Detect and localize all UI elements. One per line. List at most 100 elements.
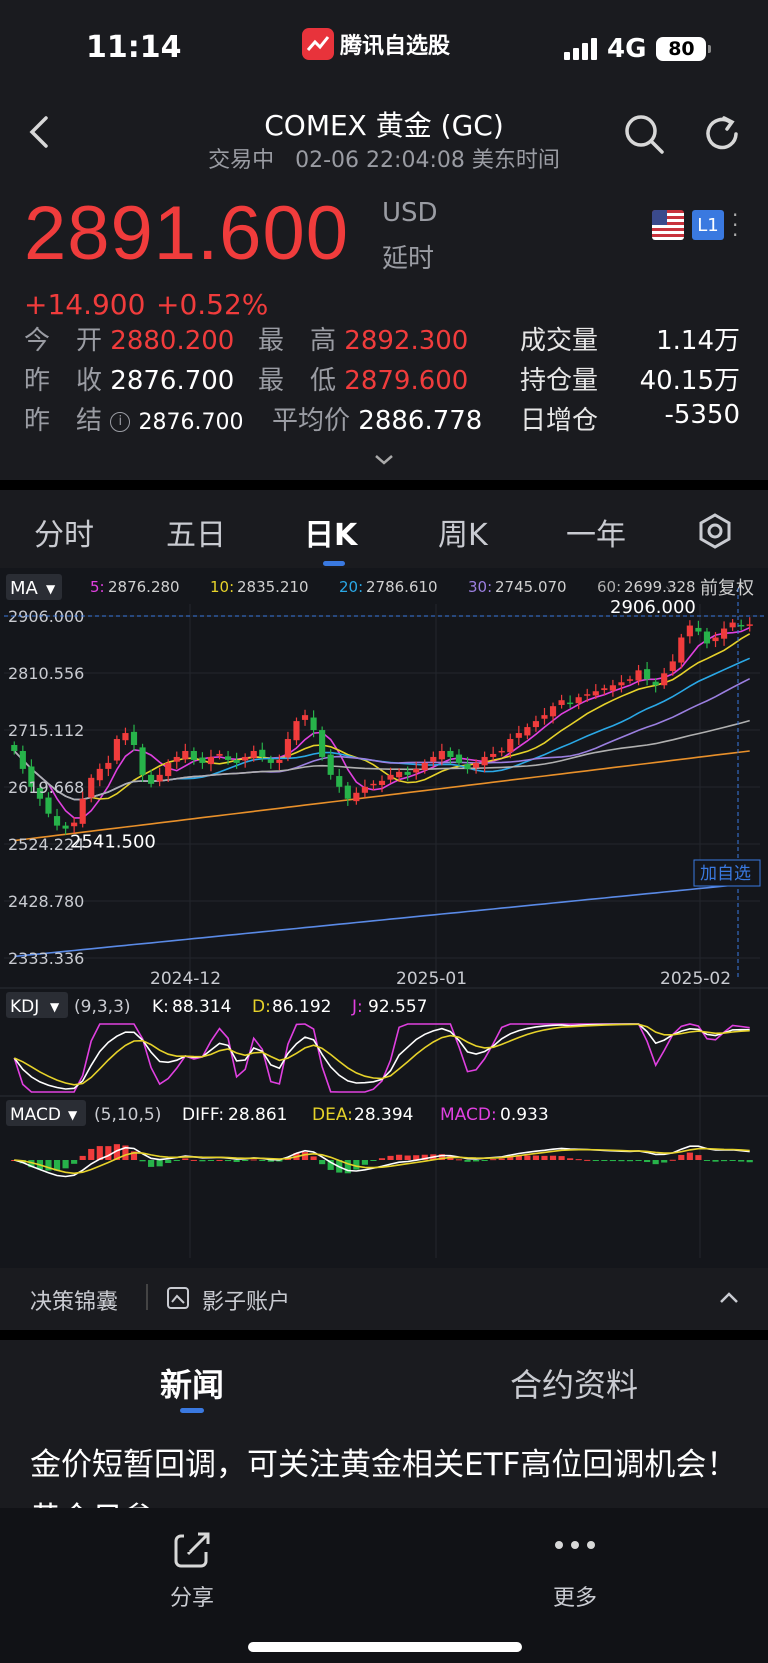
news-headline[interactable]: 金价短暂回调，可关注黄金相关ETF高位回调机会！黄金日参 [30, 1447, 738, 1508]
macd-bar [455, 1159, 463, 1161]
macd-bar [182, 1158, 189, 1160]
tab-minute[interactable]: 分时 [34, 518, 94, 553]
open-interest-value: 40.15万 [639, 366, 740, 396]
candle-body [250, 750, 257, 759]
y-tick-label: 2619.668 [8, 778, 84, 797]
us-flag-icon[interactable] [652, 210, 684, 240]
macd-selector-bg[interactable] [6, 1100, 86, 1126]
more-label[interactable]: 更多 [553, 1586, 598, 1611]
refresh-icon[interactable] [700, 112, 744, 156]
macd-bar [618, 1160, 625, 1162]
candle-body [746, 624, 753, 626]
macd-bar [259, 1160, 266, 1161]
ma250-line [14, 882, 750, 958]
bottom-toolbar: 分享 更多 [0, 1508, 768, 1663]
add-watch-button[interactable]: 加自选 [700, 864, 751, 884]
macd-dea-line [14, 1147, 750, 1175]
macd-bar [609, 1160, 616, 1162]
macd-bar [413, 1155, 420, 1160]
macd-selector[interactable]: MACD [10, 1105, 61, 1125]
tab-news[interactable]: 新闻 [160, 1366, 225, 1404]
ma-value-4: 2699.328 [624, 578, 696, 596]
add-watch-button-bg[interactable] [693, 859, 761, 887]
high-stat: 最 高 2892.300 [258, 320, 468, 357]
macd-bar [421, 1154, 428, 1160]
macd-dea: 28.394 [354, 1105, 413, 1125]
candle-body [45, 797, 52, 814]
candles [11, 617, 753, 835]
candle-body [336, 776, 343, 787]
avg-value: 2886.778 [358, 406, 483, 436]
status-bar: 11:14 腾讯自选股 4G 80 [0, 0, 768, 90]
candle-body [532, 721, 540, 728]
macd-bar [19, 1160, 26, 1164]
tab-one-year[interactable]: 一年 [566, 518, 626, 553]
candle-body [207, 756, 215, 765]
tab-daily-k[interactable]: 日K [304, 518, 358, 553]
decision-tool[interactable]: 决策锦囊 [30, 1290, 119, 1315]
settings-icon[interactable] [696, 512, 734, 550]
candle-body [481, 756, 488, 766]
macd-bar [729, 1160, 736, 1161]
chart-box-icon [167, 1287, 189, 1309]
shadow-account[interactable]: 影子账户 [202, 1290, 291, 1315]
share-icon[interactable] [172, 1530, 212, 1570]
candle-body [644, 669, 651, 680]
candle-body [413, 768, 420, 773]
candle-body [165, 762, 172, 777]
share-label[interactable]: 分享 [170, 1586, 215, 1611]
macd-bar [130, 1151, 138, 1160]
oi-change-label: 日增仓 [520, 406, 599, 436]
candle-body [515, 733, 522, 738]
caret-down-icon[interactable]: ▼ [50, 1000, 60, 1014]
ma-value-2: 2786.610 [366, 578, 438, 596]
chevron-down-icon[interactable]: ⌵ [666, 580, 677, 596]
level-badge[interactable]: L1 [692, 210, 724, 240]
ma-selector[interactable]: MA [10, 578, 39, 599]
ma120-line [14, 750, 750, 842]
info-icon[interactable]: i [110, 411, 131, 432]
macd-histogram [11, 1144, 753, 1178]
macd-bar [703, 1160, 711, 1161]
x-tick-label: 2024-12 [150, 969, 221, 989]
adjust-mode[interactable]: 前复权 [700, 578, 754, 599]
caret-down-icon[interactable]: ▼ [46, 582, 56, 596]
candle-body [199, 757, 206, 763]
low-stat: 最 低 2879.600 [258, 360, 468, 397]
chevron-down-icon[interactable] [372, 452, 396, 468]
tab-contract-info[interactable]: 合约资料 [510, 1366, 639, 1404]
kdj-selector-bg[interactable] [6, 992, 68, 1018]
more-options-icon[interactable]: · · · [732, 203, 739, 247]
candle-body [190, 750, 197, 760]
search-icon[interactable] [622, 112, 666, 156]
currency: USD [382, 198, 438, 228]
macd-bar [481, 1160, 488, 1161]
kline-chart[interactable]: MA ▼ 5: 2876.280 10: 2835.210 20: 2786.610 30:… [0, 568, 768, 1268]
candle-body [635, 670, 642, 681]
macd-bar [515, 1155, 522, 1160]
ma-selector-bg[interactable] [6, 574, 62, 600]
candle-body [712, 637, 719, 642]
page-title: COMEX 黄金 (GC) [264, 109, 504, 142]
tab-weekly-k[interactable]: 周K [438, 518, 488, 553]
ma10-line [13, 633, 751, 801]
chevron-up-icon[interactable] [718, 1290, 740, 1306]
candle-body [301, 715, 309, 720]
candle-body [498, 750, 505, 753]
kdj-selector[interactable]: KDJ [10, 997, 39, 1017]
macd-bar [626, 1160, 634, 1162]
more-icon[interactable] [552, 1538, 598, 1552]
kline-chart-panel[interactable]: MA ▼ 5: 2876.280 10: 2835.210 20: 2786.610 30:… [0, 568, 768, 1268]
macd-bar [472, 1160, 480, 1162]
macd-bar [592, 1160, 599, 1161]
ma-label-0: 5: [90, 578, 105, 596]
macd-bar [310, 1156, 317, 1160]
y-axis-ticks: 2906.0002810.5562715.1122619.6682524.224… [8, 607, 84, 968]
tab-five-day[interactable]: 五日 [166, 518, 226, 553]
back-icon[interactable] [20, 112, 60, 152]
candle-body [105, 762, 112, 769]
candle-body [584, 694, 591, 696]
candle-body [447, 750, 454, 757]
caret-down-icon[interactable]: ▼ [68, 1108, 78, 1122]
candle-body [421, 762, 428, 771]
